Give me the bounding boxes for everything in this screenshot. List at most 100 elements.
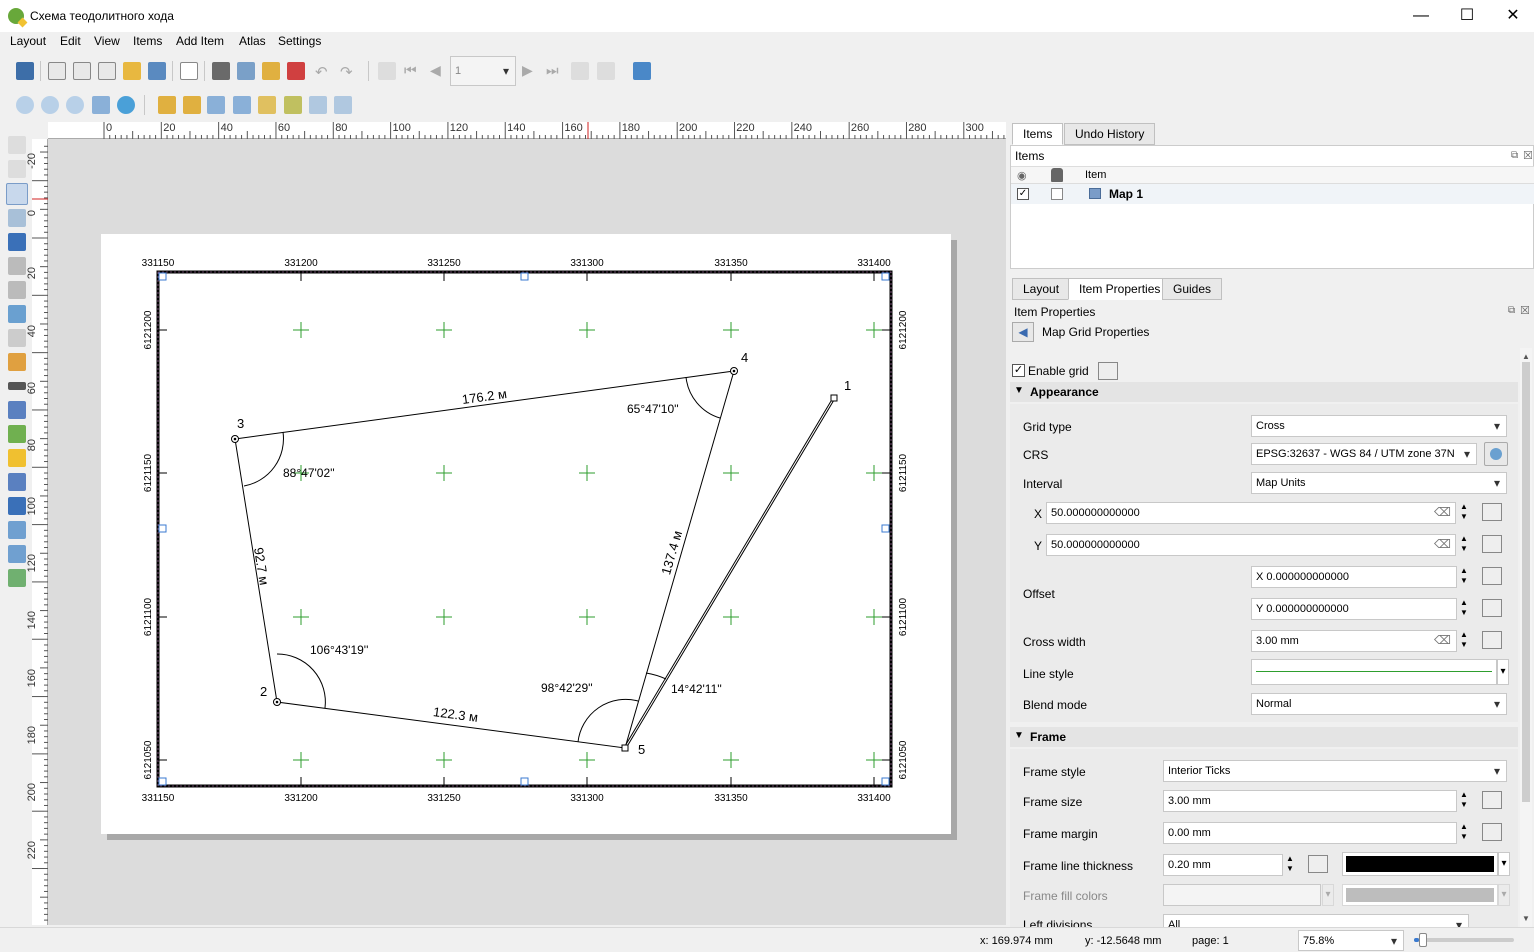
offset-y-input[interactable]: Y 0.000000000000: [1251, 598, 1457, 620]
tab-layout[interactable]: Layout: [1012, 278, 1071, 300]
data-defined-override-icon[interactable]: [1482, 823, 1502, 841]
line-style-dropdown[interactable]: ▾: [1497, 659, 1509, 685]
unlock-items-icon[interactable]: [183, 96, 201, 114]
align-items-icon[interactable]: [284, 96, 302, 114]
scrollbar-thumb[interactable]: [1522, 362, 1530, 802]
data-defined-override-icon[interactable]: [1308, 855, 1328, 873]
tab-guides[interactable]: Guides: [1162, 278, 1223, 300]
last-feature-icon[interactable]: ⏭: [546, 62, 559, 78]
save-icon[interactable]: [16, 62, 34, 80]
data-defined-override-icon[interactable]: [1482, 567, 1502, 585]
lock-items-icon[interactable]: [158, 96, 176, 114]
data-defined-override-icon[interactable]: [1482, 631, 1502, 649]
zoom-slider-handle[interactable]: [1419, 933, 1427, 947]
clear-icon[interactable]: ⌫: [1434, 505, 1451, 519]
appearance-section-header[interactable]: ▼ Appearance: [1010, 382, 1518, 402]
zoom-in-icon[interactable]: [16, 96, 34, 114]
crs-picker-button[interactable]: [1484, 442, 1508, 466]
zoom-slider[interactable]: [1414, 933, 1514, 947]
lock-checkbox[interactable]: [1051, 188, 1063, 200]
line-style-button[interactable]: [1251, 659, 1497, 685]
tab-undo-history[interactable]: Undo History: [1064, 123, 1156, 145]
crs-select[interactable]: EPSG:32637 - WGS 84 / UTM zone 37N: [1251, 443, 1477, 465]
new-page-icon[interactable]: [180, 62, 198, 80]
data-defined-override-icon[interactable]: [1482, 503, 1502, 521]
close-button[interactable]: ✕: [1506, 7, 1520, 24]
clear-icon[interactable]: ⌫: [1434, 537, 1451, 551]
scroll-down-icon[interactable]: ▼: [1522, 914, 1530, 923]
zoom-full-icon[interactable]: [92, 96, 110, 114]
color-dropdown[interactable]: ▾: [1498, 884, 1510, 906]
move-content-icon[interactable]: [8, 209, 26, 227]
add-label-icon[interactable]: [8, 329, 26, 347]
interval-x-input[interactable]: 50.000000000000: [1046, 502, 1456, 524]
data-defined-override-icon[interactable]: [1482, 599, 1502, 617]
add-map-icon[interactable]: [8, 257, 26, 275]
spinbox-arrows[interactable]: ▲ ▼: [1460, 566, 1468, 585]
add-attribute-table-icon[interactable]: [8, 545, 26, 563]
select-move-icon[interactable]: [6, 183, 28, 205]
add-scalebar-icon[interactable]: [8, 382, 26, 390]
atlas-page-select[interactable]: 1: [450, 56, 516, 86]
data-defined-override-icon[interactable]: [1482, 535, 1502, 553]
add-shape-icon[interactable]: [8, 425, 26, 443]
atlas-export-icon[interactable]: [597, 62, 615, 80]
blend-mode-select[interactable]: Normal: [1251, 693, 1507, 715]
next-feature-icon[interactable]: ▶: [522, 62, 533, 78]
spinbox-arrows[interactable]: ▲ ▼: [1460, 502, 1468, 521]
zoom-tool-icon[interactable]: [8, 160, 26, 178]
add-polyline-icon[interactable]: [8, 473, 26, 491]
atlas-settings-icon[interactable]: [633, 62, 651, 80]
open-folder-icon[interactable]: [123, 62, 141, 80]
layout-canvas[interactable]: 331150 331200 331250 331300 331350 33140…: [48, 139, 1006, 925]
close-panel-icon[interactable]: ☒: [1523, 150, 1533, 162]
zoom-actual-icon[interactable]: [66, 96, 84, 114]
add-north-arrow-icon[interactable]: [8, 401, 26, 419]
export-pdf-icon[interactable]: [287, 62, 305, 80]
raise-items-icon[interactable]: [258, 96, 276, 114]
distribute-items-icon[interactable]: [309, 96, 327, 114]
save-as-template-icon[interactable]: [148, 62, 166, 80]
enable-grid-checkbox[interactable]: ✓: [1012, 364, 1025, 377]
scroll-up-icon[interactable]: ▲: [1522, 352, 1530, 361]
group-items-icon[interactable]: [207, 96, 225, 114]
frame-style-select[interactable]: Interior Ticks: [1163, 760, 1507, 782]
layout-manager-icon[interactable]: [98, 62, 116, 80]
add-picture-icon[interactable]: [8, 305, 26, 323]
left-divisions-select[interactable]: All: [1163, 914, 1469, 927]
grid-type-select[interactable]: Cross: [1251, 415, 1507, 437]
resize-items-icon[interactable]: [334, 96, 352, 114]
frame-size-input[interactable]: 3.00 mm: [1163, 790, 1457, 812]
menu-atlas[interactable]: Atlas: [239, 34, 266, 48]
interval-units-select[interactable]: Map Units: [1251, 472, 1507, 494]
table-row[interactable]: ✓ Map 1: [1011, 184, 1534, 204]
previous-feature-icon[interactable]: ◀: [430, 62, 441, 78]
menu-add-item[interactable]: Add Item: [176, 34, 225, 48]
frame-fill-color-2[interactable]: [1342, 884, 1498, 906]
menu-layout[interactable]: Layout: [10, 34, 47, 48]
zoom-out-icon[interactable]: [41, 96, 59, 114]
close-panel-icon[interactable]: ☒: [1520, 305, 1530, 317]
data-defined-override-icon[interactable]: [1098, 362, 1118, 380]
frame-section-header[interactable]: ▼ Frame: [1010, 727, 1518, 747]
edit-nodes-icon[interactable]: [8, 233, 26, 251]
float-icon[interactable]: ⧉: [1511, 150, 1519, 161]
first-feature-icon[interactable]: ⏮: [404, 62, 417, 78]
redo-icon[interactable]: ↷: [340, 64, 353, 81]
pan-icon[interactable]: [8, 136, 26, 154]
frame-line-thickness-input[interactable]: 0.20 mm: [1163, 854, 1283, 876]
spinbox-arrows[interactable]: ▲ ▼: [1460, 822, 1468, 841]
menu-view[interactable]: View: [94, 34, 120, 48]
export-svg-icon[interactable]: [262, 62, 280, 80]
menu-items[interactable]: Items: [133, 34, 163, 48]
undo-icon[interactable]: ↶: [315, 64, 328, 81]
data-defined-override-icon[interactable]: [1482, 791, 1502, 809]
spinbox-arrows[interactable]: ▲ ▼: [1460, 790, 1468, 809]
zoom-select[interactable]: 75.8%: [1298, 930, 1404, 951]
add-marker-icon[interactable]: [8, 449, 26, 467]
ungroup-items-icon[interactable]: [233, 96, 251, 114]
add-polygon-icon[interactable]: [8, 497, 26, 515]
spinbox-arrows[interactable]: ▲ ▼: [1460, 630, 1468, 649]
menu-settings[interactable]: Settings: [278, 34, 322, 48]
duplicate-layout-icon[interactable]: [73, 62, 91, 80]
